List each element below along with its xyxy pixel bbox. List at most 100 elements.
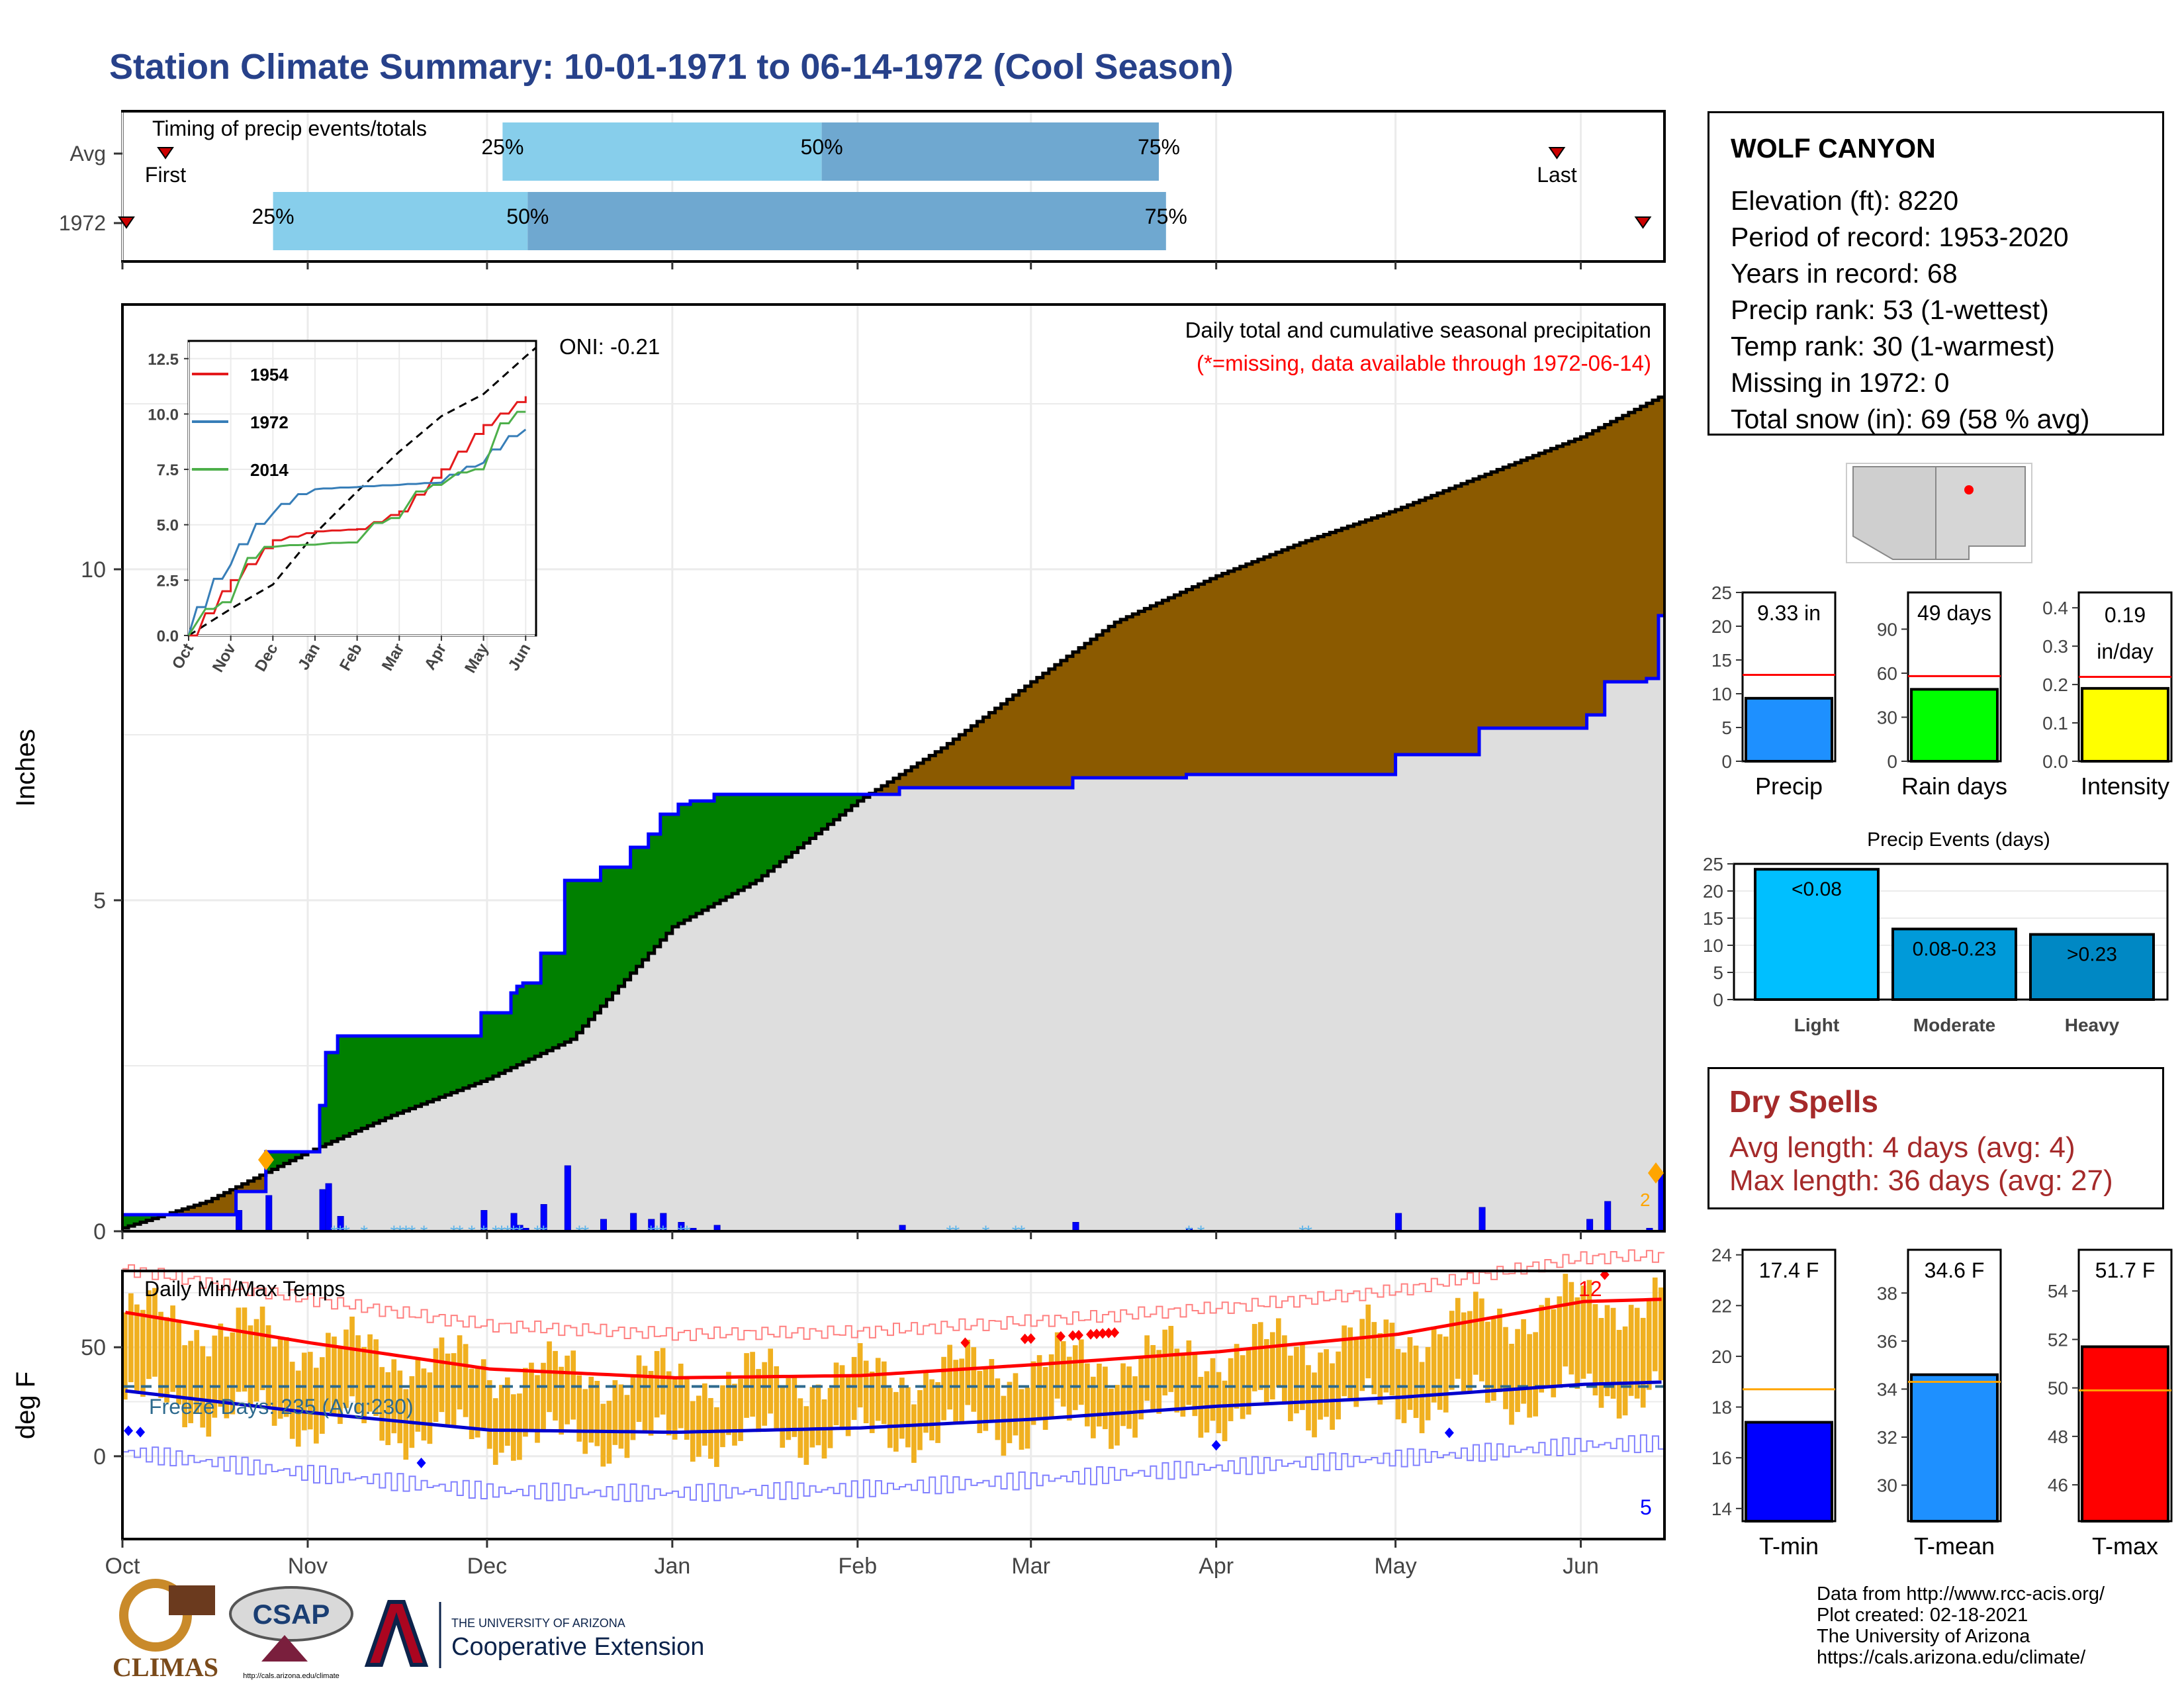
daily-temp-bar — [547, 1341, 552, 1413]
daily-temp-bar — [845, 1374, 851, 1436]
daily-temp-bar — [283, 1337, 289, 1417]
t-max-chart-tick-label: 50 — [2048, 1378, 2068, 1399]
t-mean-chart-tick-label: 36 — [1877, 1331, 1897, 1352]
month-label: Nov — [288, 1554, 328, 1579]
daily-precip-bar — [1395, 1213, 1402, 1232]
daily-temp-bar — [1503, 1327, 1508, 1409]
climas-logo: CLIMAS — [113, 1579, 218, 1682]
daily-temp-bar — [1192, 1352, 1198, 1417]
record-max-marker — [1104, 1327, 1114, 1338]
daily-temp-bar — [271, 1346, 277, 1426]
snow-marker: * — [330, 1222, 338, 1244]
logos: CLIMAS CSAP http://cals.arizona.edu/clim… — [113, 1579, 704, 1682]
station-snow: Total snow (in): 69 (58 % avg) — [1731, 404, 2090, 434]
precip-events-bar — [1754, 868, 1880, 1001]
daily-temp-bar — [1216, 1372, 1222, 1434]
daily-temp-bar — [1377, 1333, 1383, 1405]
record-max-marker — [1056, 1331, 1066, 1342]
timing-last-marker — [1634, 216, 1652, 229]
precip-events-chart: Precip Events (days) <0.08 Light 0.08-0.23 M… — [1703, 829, 2169, 1035]
snow-marker: * — [946, 1222, 954, 1244]
daily-temp-bar — [206, 1356, 212, 1437]
daily-temp-bar — [301, 1352, 307, 1430]
inset-series-line — [187, 410, 526, 636]
inset-y-tick-label: 5.0 — [157, 517, 179, 535]
inset-series-line — [189, 396, 527, 637]
daily-temp-bar — [259, 1306, 265, 1391]
timing-p75-label: 75% — [1145, 205, 1187, 228]
precip-events-category: Moderate — [1913, 1015, 1995, 1035]
month-label: Jan — [654, 1554, 690, 1579]
daily-temp-bar — [1168, 1325, 1174, 1392]
daily-temp-bar — [923, 1370, 929, 1433]
t-max-chart-tick-label: 46 — [2048, 1475, 2068, 1495]
daily-temp-bar — [253, 1319, 259, 1402]
snow-marker: * — [1018, 1222, 1026, 1244]
daily-temp-bar — [612, 1380, 618, 1445]
month-label: Mar — [1011, 1554, 1050, 1579]
timing-1972-bar-early — [273, 192, 528, 250]
temperature-summary-charts: 14 16 18 20 22 24 17.4 F T-min 30 32 34 36 38 34.6 F T… — [1711, 1245, 2173, 1560]
snow-marker: * — [582, 1222, 590, 1244]
daily-temp-bar — [445, 1353, 451, 1427]
daily-temp-bar — [815, 1384, 821, 1446]
daily-temp-bar — [326, 1333, 331, 1412]
daily-temp-bar — [1539, 1305, 1545, 1393]
footer-line: Plot created: 02-18-2021 — [1817, 1605, 2028, 1626]
daily-precip-bar — [1072, 1222, 1079, 1232]
daily-temp-bar — [1150, 1344, 1156, 1410]
ua-a-mark — [364, 1600, 429, 1667]
daily-temp-bar — [1144, 1335, 1150, 1401]
snow-marker: * — [468, 1222, 476, 1244]
daily-temp-bar — [1180, 1353, 1186, 1417]
daily-temp-bar — [498, 1385, 504, 1453]
daily-temp-bar — [750, 1352, 755, 1417]
t-max-chart-tick-label: 54 — [2048, 1281, 2068, 1301]
timing-p25-label: 25% — [481, 135, 523, 159]
dry-spells-max: Max length: 36 days (avg: 27) — [1729, 1164, 2113, 1197]
daily-temp-bar — [1294, 1346, 1299, 1414]
daily-temp-bar — [953, 1360, 958, 1423]
snow-marker: * — [516, 1222, 523, 1244]
snow-marker: * — [1185, 1222, 1193, 1244]
daily-temp-bar — [1072, 1345, 1078, 1411]
daily-temp-bar — [1288, 1355, 1293, 1421]
precip-events-tick-label: 25 — [1703, 854, 1723, 874]
daily-temp-bar — [887, 1387, 893, 1448]
daily-temp-bar — [1509, 1344, 1514, 1425]
t-max-chart-tick-label: 52 — [2048, 1329, 2068, 1350]
climas-text: CLIMAS — [113, 1652, 218, 1682]
record-max-marker — [1020, 1333, 1030, 1344]
rain-days-chart-tick-label: 30 — [1877, 707, 1897, 727]
snow-marker: * — [492, 1222, 500, 1244]
daily-temp-bar — [756, 1369, 761, 1432]
daily-temp-bar — [1383, 1319, 1389, 1393]
record-min-marker — [1444, 1427, 1454, 1438]
month-label: Apr — [1199, 1554, 1234, 1579]
record-max-marker — [960, 1337, 970, 1348]
daily-temp-bar — [134, 1304, 140, 1392]
daily-temp-bar — [295, 1370, 301, 1447]
daily-temp-bar — [349, 1316, 355, 1397]
daily-temp-bar — [833, 1362, 839, 1426]
inset-y-tick-label: 12.5 — [148, 351, 179, 369]
daily-temp-bar — [642, 1366, 648, 1431]
daily-temp-bar — [1222, 1380, 1228, 1442]
intensity-chart-tick-label: 0.2 — [2042, 675, 2068, 695]
daily-temp-bar — [1347, 1327, 1353, 1399]
csap-logo: CSAP http://cals.arizona.edu/climate — [229, 1586, 353, 1680]
daily-temp-bar — [1586, 1280, 1592, 1374]
daily-temp-bar — [529, 1362, 534, 1432]
daily-temp-bar — [218, 1323, 224, 1407]
station-missing: Missing in 1972: 0 — [1731, 367, 1950, 398]
station-temp-rank: Temp rank: 30 (1-warmest) — [1731, 331, 2055, 361]
daily-temp-bar — [959, 1358, 965, 1423]
daily-temp-bar — [194, 1330, 200, 1413]
daily-temp-bar — [1042, 1367, 1048, 1430]
daily-temp-bar — [977, 1370, 983, 1433]
precip-events-tick-label: 5 — [1713, 962, 1723, 983]
t-max-chart-value-label: 51.7 F — [2095, 1258, 2156, 1282]
map-arizona — [1852, 466, 1936, 560]
daily-temp-bar — [1162, 1329, 1168, 1396]
daily-temp-bar — [1491, 1319, 1496, 1401]
